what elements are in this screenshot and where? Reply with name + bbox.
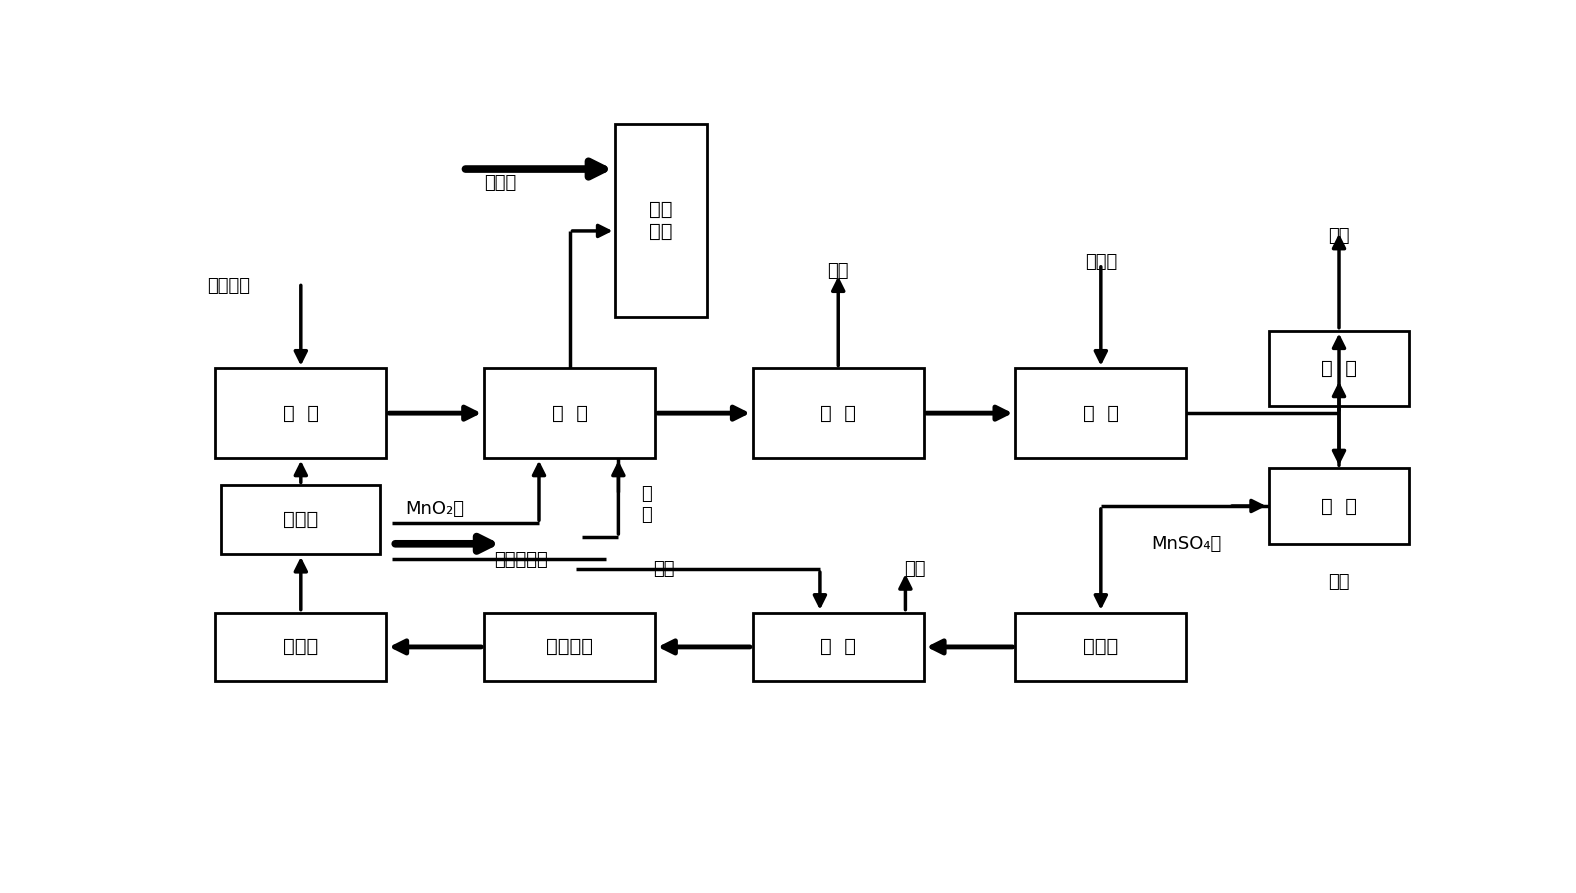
Bar xyxy=(1269,468,1409,544)
Text: 母液池: 母液池 xyxy=(284,510,318,530)
Bar xyxy=(1015,369,1187,458)
Bar xyxy=(753,369,924,458)
Text: MnO₂粉: MnO₂粉 xyxy=(405,500,465,519)
Bar xyxy=(753,613,924,681)
Text: 浓  缩: 浓 缩 xyxy=(820,638,856,656)
Text: 弃渣: 弃渣 xyxy=(1329,228,1349,246)
Bar xyxy=(484,369,656,458)
Text: 菱锄矿粉: 菱锄矿粉 xyxy=(206,277,249,295)
Text: 酸  浸: 酸 浸 xyxy=(552,404,588,422)
Text: 石灰乳: 石灰乳 xyxy=(484,174,515,192)
Text: 弃渣: 弃渣 xyxy=(905,560,927,579)
Text: 离心机: 离心机 xyxy=(284,638,318,656)
Text: 精压滤: 精压滤 xyxy=(1083,638,1119,656)
Text: 硫化物: 硫化物 xyxy=(1084,253,1117,271)
Bar xyxy=(221,485,380,554)
Text: 冷却结晶: 冷却结晶 xyxy=(545,638,593,656)
Text: 产品送包装: 产品送包装 xyxy=(493,551,547,569)
Text: 弃渣: 弃渣 xyxy=(827,262,849,280)
Text: 废气
处理: 废气 处理 xyxy=(649,200,673,241)
Text: 压  滤: 压 滤 xyxy=(1321,359,1357,378)
Text: 蒸汽: 蒸汽 xyxy=(652,560,675,579)
Bar xyxy=(484,613,656,681)
Text: MnSO₄粉: MnSO₄粉 xyxy=(1150,535,1221,553)
Bar xyxy=(216,369,386,458)
Text: 盐
酸: 盐 酸 xyxy=(641,485,652,524)
Text: 压  滤: 压 滤 xyxy=(820,404,856,422)
Text: 净  化: 净 化 xyxy=(1321,497,1357,515)
Bar xyxy=(1269,330,1409,406)
Bar xyxy=(1015,613,1187,681)
Text: 净  化: 净 化 xyxy=(1083,404,1119,422)
Text: 浆  化: 浆 化 xyxy=(282,404,318,422)
Text: 弃渣: 弃渣 xyxy=(1329,572,1349,590)
Bar xyxy=(615,124,708,317)
Bar xyxy=(216,613,386,681)
